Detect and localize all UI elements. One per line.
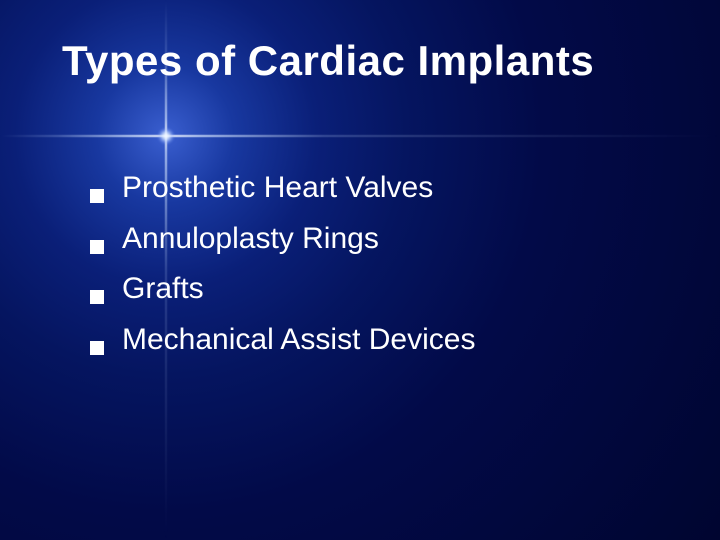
bullet-icon [90,240,104,254]
bullet-icon [90,341,104,355]
bullet-text: Annuloplasty Rings [122,219,379,260]
list-item: Prosthetic Heart Valves [90,168,660,209]
bullet-text: Grafts [122,269,204,310]
flare-core [158,128,174,144]
bullet-text: Prosthetic Heart Valves [122,168,433,209]
slide-title: Types of Cardiac Implants [62,38,680,84]
list-item: Annuloplasty Rings [90,219,660,260]
bullet-icon [90,189,104,203]
bullet-text: Mechanical Assist Devices [122,320,475,361]
slide: Types of Cardiac Implants Prosthetic Hea… [0,0,720,540]
flare-horizontal [0,135,720,137]
list-item: Mechanical Assist Devices [90,320,660,361]
slide-body: Prosthetic Heart Valves Annuloplasty Rin… [90,168,660,370]
list-item: Grafts [90,269,660,310]
bullet-icon [90,290,104,304]
